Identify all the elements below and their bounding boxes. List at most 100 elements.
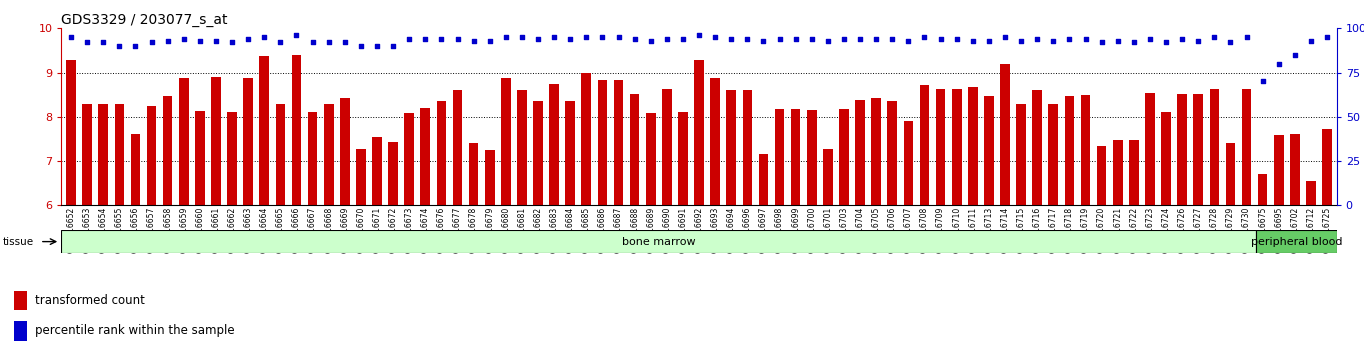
Bar bbox=[630, 94, 640, 205]
Bar bbox=[678, 113, 687, 205]
Bar bbox=[308, 113, 318, 205]
Bar bbox=[822, 149, 832, 205]
Point bbox=[237, 36, 259, 42]
Point bbox=[1139, 36, 1161, 42]
Bar bbox=[968, 87, 978, 205]
Point bbox=[576, 34, 597, 40]
Bar bbox=[67, 60, 76, 205]
Point bbox=[285, 33, 307, 38]
Bar bbox=[1146, 93, 1155, 205]
Point bbox=[737, 36, 758, 42]
Point bbox=[672, 36, 694, 42]
Bar bbox=[389, 143, 398, 205]
Bar bbox=[1210, 90, 1219, 205]
Point bbox=[1042, 38, 1064, 44]
Point bbox=[994, 34, 1016, 40]
Bar bbox=[1256, 230, 1337, 253]
Point bbox=[1106, 38, 1128, 44]
Point bbox=[221, 40, 243, 45]
Bar bbox=[98, 104, 108, 205]
Point bbox=[1155, 40, 1177, 45]
Bar bbox=[1226, 143, 1236, 205]
Bar bbox=[952, 90, 962, 205]
Bar bbox=[1194, 94, 1203, 205]
Bar bbox=[259, 56, 269, 205]
Text: tissue: tissue bbox=[3, 236, 34, 247]
Point bbox=[769, 36, 791, 42]
Point bbox=[124, 43, 146, 49]
Bar bbox=[372, 137, 382, 205]
Point bbox=[1284, 52, 1305, 58]
Bar bbox=[179, 78, 188, 205]
Bar bbox=[1016, 103, 1026, 205]
Bar bbox=[14, 321, 27, 341]
Point bbox=[479, 38, 501, 44]
Point bbox=[753, 38, 775, 44]
Point bbox=[1300, 38, 1322, 44]
Bar bbox=[292, 55, 301, 205]
Bar bbox=[711, 78, 720, 205]
Bar bbox=[597, 80, 607, 205]
Bar bbox=[517, 90, 527, 205]
Point bbox=[60, 34, 82, 40]
Point bbox=[865, 36, 887, 42]
Point bbox=[592, 34, 614, 40]
Point bbox=[1269, 61, 1290, 67]
Bar bbox=[1080, 95, 1090, 205]
Point bbox=[382, 43, 404, 49]
Bar bbox=[647, 113, 656, 205]
Point bbox=[254, 34, 276, 40]
Bar bbox=[1113, 140, 1123, 205]
Point bbox=[173, 36, 195, 42]
Bar bbox=[211, 77, 221, 205]
Point bbox=[559, 36, 581, 42]
Bar bbox=[340, 98, 349, 205]
Point bbox=[351, 43, 372, 49]
Point bbox=[543, 34, 565, 40]
Bar bbox=[1177, 94, 1187, 205]
Bar bbox=[1000, 64, 1009, 205]
Bar bbox=[807, 110, 817, 205]
Point bbox=[1123, 40, 1144, 45]
Point bbox=[431, 36, 453, 42]
Bar bbox=[1033, 90, 1042, 205]
Text: bone marrow: bone marrow bbox=[622, 236, 696, 247]
Bar bbox=[533, 101, 543, 205]
Bar bbox=[501, 78, 510, 205]
Point bbox=[1091, 40, 1113, 45]
Bar bbox=[356, 149, 366, 205]
Point bbox=[495, 34, 517, 40]
Point bbox=[398, 36, 420, 42]
Point bbox=[1075, 36, 1097, 42]
Point bbox=[640, 38, 662, 44]
Bar bbox=[550, 84, 559, 205]
Point bbox=[1187, 38, 1209, 44]
Point bbox=[1316, 34, 1338, 40]
Point bbox=[1058, 36, 1080, 42]
Bar bbox=[1241, 90, 1251, 205]
Bar bbox=[323, 104, 334, 205]
Bar bbox=[276, 104, 285, 205]
Bar bbox=[1307, 181, 1316, 205]
Point bbox=[462, 38, 484, 44]
Bar bbox=[1258, 175, 1267, 205]
Point bbox=[108, 43, 131, 49]
Bar bbox=[147, 106, 157, 205]
Bar bbox=[791, 109, 801, 205]
Bar bbox=[872, 98, 881, 205]
Bar bbox=[1049, 104, 1058, 205]
Bar bbox=[1129, 140, 1139, 205]
Point bbox=[1011, 38, 1033, 44]
Point bbox=[945, 36, 967, 42]
Bar bbox=[903, 121, 914, 205]
Point bbox=[446, 36, 468, 42]
Text: GDS3329 / 203077_s_at: GDS3329 / 203077_s_at bbox=[61, 13, 228, 27]
Point bbox=[157, 38, 179, 44]
Bar bbox=[1290, 133, 1300, 205]
Point bbox=[704, 34, 726, 40]
Point bbox=[801, 36, 822, 42]
Point bbox=[334, 40, 356, 45]
Bar bbox=[162, 96, 172, 205]
Text: peripheral blood: peripheral blood bbox=[1251, 236, 1342, 247]
Point bbox=[898, 38, 919, 44]
